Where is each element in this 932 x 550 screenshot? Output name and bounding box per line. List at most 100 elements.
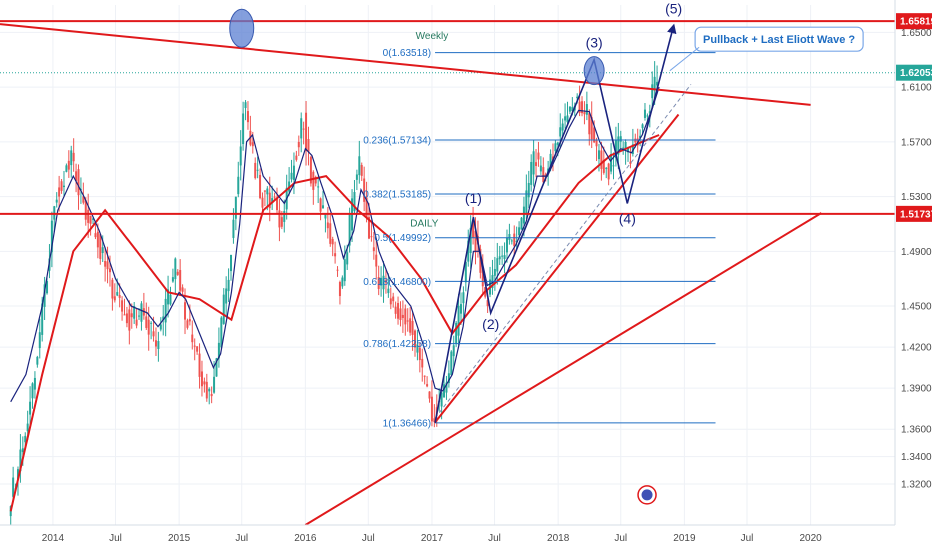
candle-body — [36, 356, 39, 365]
candle-body — [564, 116, 567, 121]
candle-body — [479, 248, 482, 273]
candle-body — [125, 313, 128, 324]
candle-body — [467, 240, 470, 262]
candle-body — [94, 233, 97, 238]
candle-body — [38, 332, 41, 349]
candle-body — [87, 209, 90, 223]
candle-body — [430, 396, 433, 422]
candle-body — [16, 469, 19, 480]
candle-body — [324, 213, 327, 219]
candle-body — [19, 449, 22, 472]
candle-body — [624, 141, 627, 149]
candle-body — [505, 237, 508, 253]
fib-level-label: 1(1.36466) — [383, 418, 431, 429]
moving-averages — [9, 86, 660, 512]
weekly-label: Weekly — [416, 31, 449, 42]
candle-body — [556, 142, 559, 145]
candle-body — [239, 146, 242, 166]
candle-body — [498, 256, 501, 260]
y-tick-label: 1.36000 — [901, 425, 932, 436]
x-tick-label: 2015 — [168, 533, 191, 544]
grid — [0, 5, 895, 525]
candle-body — [602, 159, 605, 173]
candle-body — [297, 141, 300, 148]
candle-body — [135, 319, 138, 326]
x-tick-label: 2018 — [547, 533, 570, 544]
candle-body — [612, 165, 615, 167]
candle-body — [605, 167, 608, 169]
candle-body — [406, 320, 409, 322]
candle-body — [246, 111, 249, 123]
candle-body — [433, 418, 436, 423]
candle-body — [225, 288, 228, 304]
candle-body — [627, 147, 630, 153]
y-tick-label: 1.39000 — [901, 384, 932, 395]
candle-body — [273, 196, 276, 198]
candle-body — [518, 227, 521, 236]
price-tag-label: 1.51737 — [900, 209, 932, 220]
candle-body — [188, 319, 191, 322]
candle-body — [104, 261, 107, 267]
wave-label: (5) — [665, 1, 682, 17]
candle-body — [150, 322, 153, 324]
candle-body — [370, 236, 373, 238]
candle-body — [348, 213, 351, 246]
candle-body — [459, 304, 462, 314]
candle-body — [106, 261, 109, 270]
y-tick-label: 1.57000 — [901, 137, 932, 148]
candle-body — [503, 255, 506, 260]
x-tick-label: 2020 — [799, 533, 822, 544]
y-tick-label: 1.49000 — [901, 247, 932, 258]
candle-body — [595, 139, 598, 147]
candle-body — [418, 347, 421, 361]
candle-body — [191, 334, 194, 343]
candle-body — [46, 281, 49, 294]
candle-body — [70, 150, 73, 166]
candle-body — [380, 277, 383, 286]
candle-body — [111, 279, 114, 299]
candle-body — [455, 322, 458, 344]
candle-body — [462, 292, 465, 304]
candle-body — [254, 162, 257, 179]
candle-body — [171, 277, 174, 282]
candle-body — [278, 210, 281, 228]
candle-body — [571, 107, 574, 112]
y-tick-label: 1.65000 — [901, 28, 932, 39]
candle-body — [259, 174, 262, 199]
candle-body — [513, 233, 516, 247]
candle-body — [205, 381, 208, 399]
candle-body — [186, 320, 189, 328]
candle-body — [389, 298, 392, 305]
candle-body — [554, 143, 557, 152]
candle-body — [84, 200, 87, 220]
candle-body — [535, 162, 538, 166]
dashed-trend-projection — [434, 84, 692, 419]
candle-body — [307, 139, 310, 152]
candle-body — [33, 377, 36, 390]
x-tick-label: 2016 — [294, 533, 317, 544]
annotations: Weekly DAILY Pullback + Last Eliott Wave ? — [229, 8, 864, 505]
candle-body — [108, 268, 111, 273]
elliott-wave-path — [434, 23, 677, 423]
fib-level-label: 0.618(1.46800) — [363, 277, 431, 288]
candle-body — [203, 381, 206, 385]
candle-body — [92, 218, 95, 220]
elliott-wave: (1) (2) (3) (4) (5) — [434, 1, 682, 423]
candle-body — [176, 271, 179, 275]
candle-body — [227, 279, 230, 292]
candle-body — [464, 261, 467, 283]
candle-body — [309, 157, 312, 184]
drawing-lines — [0, 20, 895, 526]
candle-body — [416, 344, 419, 353]
candle-body — [213, 376, 216, 393]
price-tag — [896, 13, 932, 30]
candle-body — [237, 176, 240, 195]
candle-body — [631, 144, 634, 154]
candle-body — [174, 258, 177, 280]
x-tick-label: 2017 — [421, 533, 444, 544]
candle-body — [128, 309, 131, 331]
fib-level-label: 0.236(1.57134) — [363, 136, 431, 147]
candle-body — [65, 165, 68, 172]
candle-body — [133, 306, 136, 319]
